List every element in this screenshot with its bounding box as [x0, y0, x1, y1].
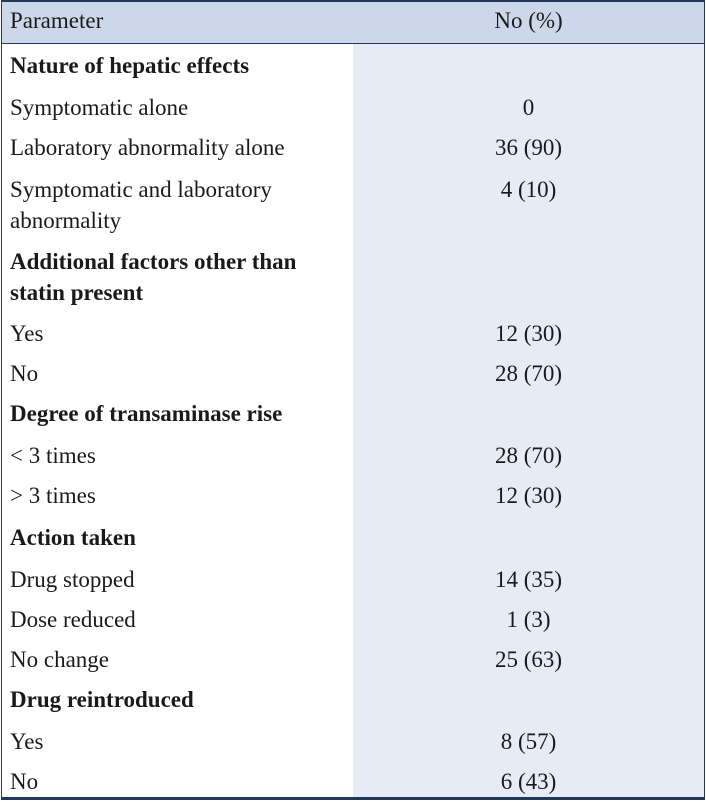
row-label: < 3 times	[10, 443, 96, 468]
row-label: > 3 times	[10, 483, 96, 508]
row-value: 0	[522, 95, 535, 120]
row-label: Drug stopped	[10, 567, 135, 592]
row-label: No	[10, 361, 39, 386]
row-value: 8 (57)	[500, 729, 557, 754]
row-value: 25 (63)	[494, 647, 563, 672]
value-column-background	[353, 2, 704, 797]
row-label: Laboratory abnormality alone	[10, 135, 285, 160]
row-value: 1 (3)	[506, 607, 551, 632]
row-label: Symptomatic alone	[10, 95, 189, 120]
table-header: Parameter No (%)	[2, 2, 704, 44]
row-label: Yes	[10, 729, 44, 754]
row-value: 6 (43)	[500, 769, 557, 794]
row-value: 14 (35)	[494, 567, 563, 592]
row-value: 28 (70)	[494, 443, 563, 468]
row-value: 36 (90)	[494, 135, 563, 160]
row-label: No	[10, 769, 39, 794]
section-label: Action taken	[10, 525, 136, 550]
row-label: Dose reduced	[10, 607, 136, 632]
row-value: 12 (30)	[494, 483, 563, 508]
section-label: Drug reintroduced	[10, 687, 194, 712]
row-value: 28 (70)	[494, 361, 563, 386]
row-value: 4 (10)	[500, 177, 557, 202]
section-label: Nature of hepatic effects	[10, 53, 250, 78]
row-label: Yes	[10, 321, 44, 346]
row-label: No change	[10, 647, 109, 672]
section-label: Additional factors other than statin pre…	[10, 249, 297, 305]
row-label: Symptomatic and laboratory abnormality	[10, 177, 272, 233]
header-value: No (%)	[494, 8, 563, 33]
row-value: 12 (30)	[494, 321, 563, 346]
section-label: Degree of transaminase rise	[10, 401, 283, 426]
header-parameter: Parameter	[10, 8, 104, 33]
